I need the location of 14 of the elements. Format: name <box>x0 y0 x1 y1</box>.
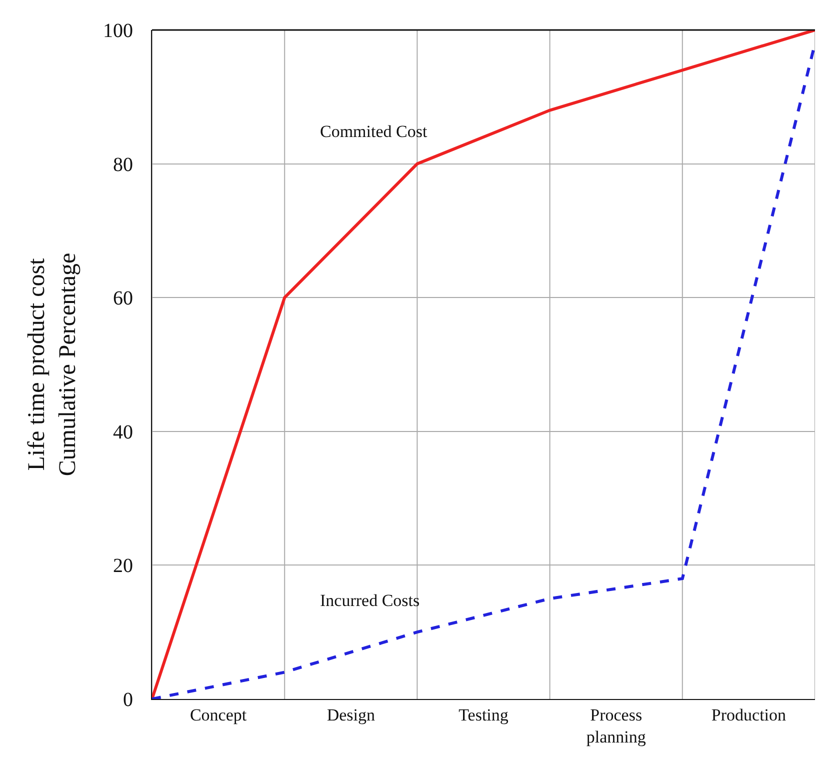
y-tick-label: 60 <box>113 288 133 310</box>
x-tick-label: Design <box>326 705 376 724</box>
x-tick-label: Concept <box>190 705 247 724</box>
y-tick-label: 40 <box>113 421 133 444</box>
x-tick-label: Testing <box>458 705 509 724</box>
series-label: Commited Cost <box>320 122 428 141</box>
y-tick-label: 20 <box>113 555 133 578</box>
x-tick-label: Process planning <box>586 705 646 746</box>
y-tick-label: 0 <box>123 689 133 711</box>
y-tick-label: 100 <box>103 20 133 42</box>
y-tick-label: 80 <box>113 154 133 176</box>
x-tick-label: Production <box>711 705 787 724</box>
y-axis-title: Life time product cost Cumulative Percentage <box>24 252 82 476</box>
series-label: Incurred Costs <box>320 591 420 610</box>
